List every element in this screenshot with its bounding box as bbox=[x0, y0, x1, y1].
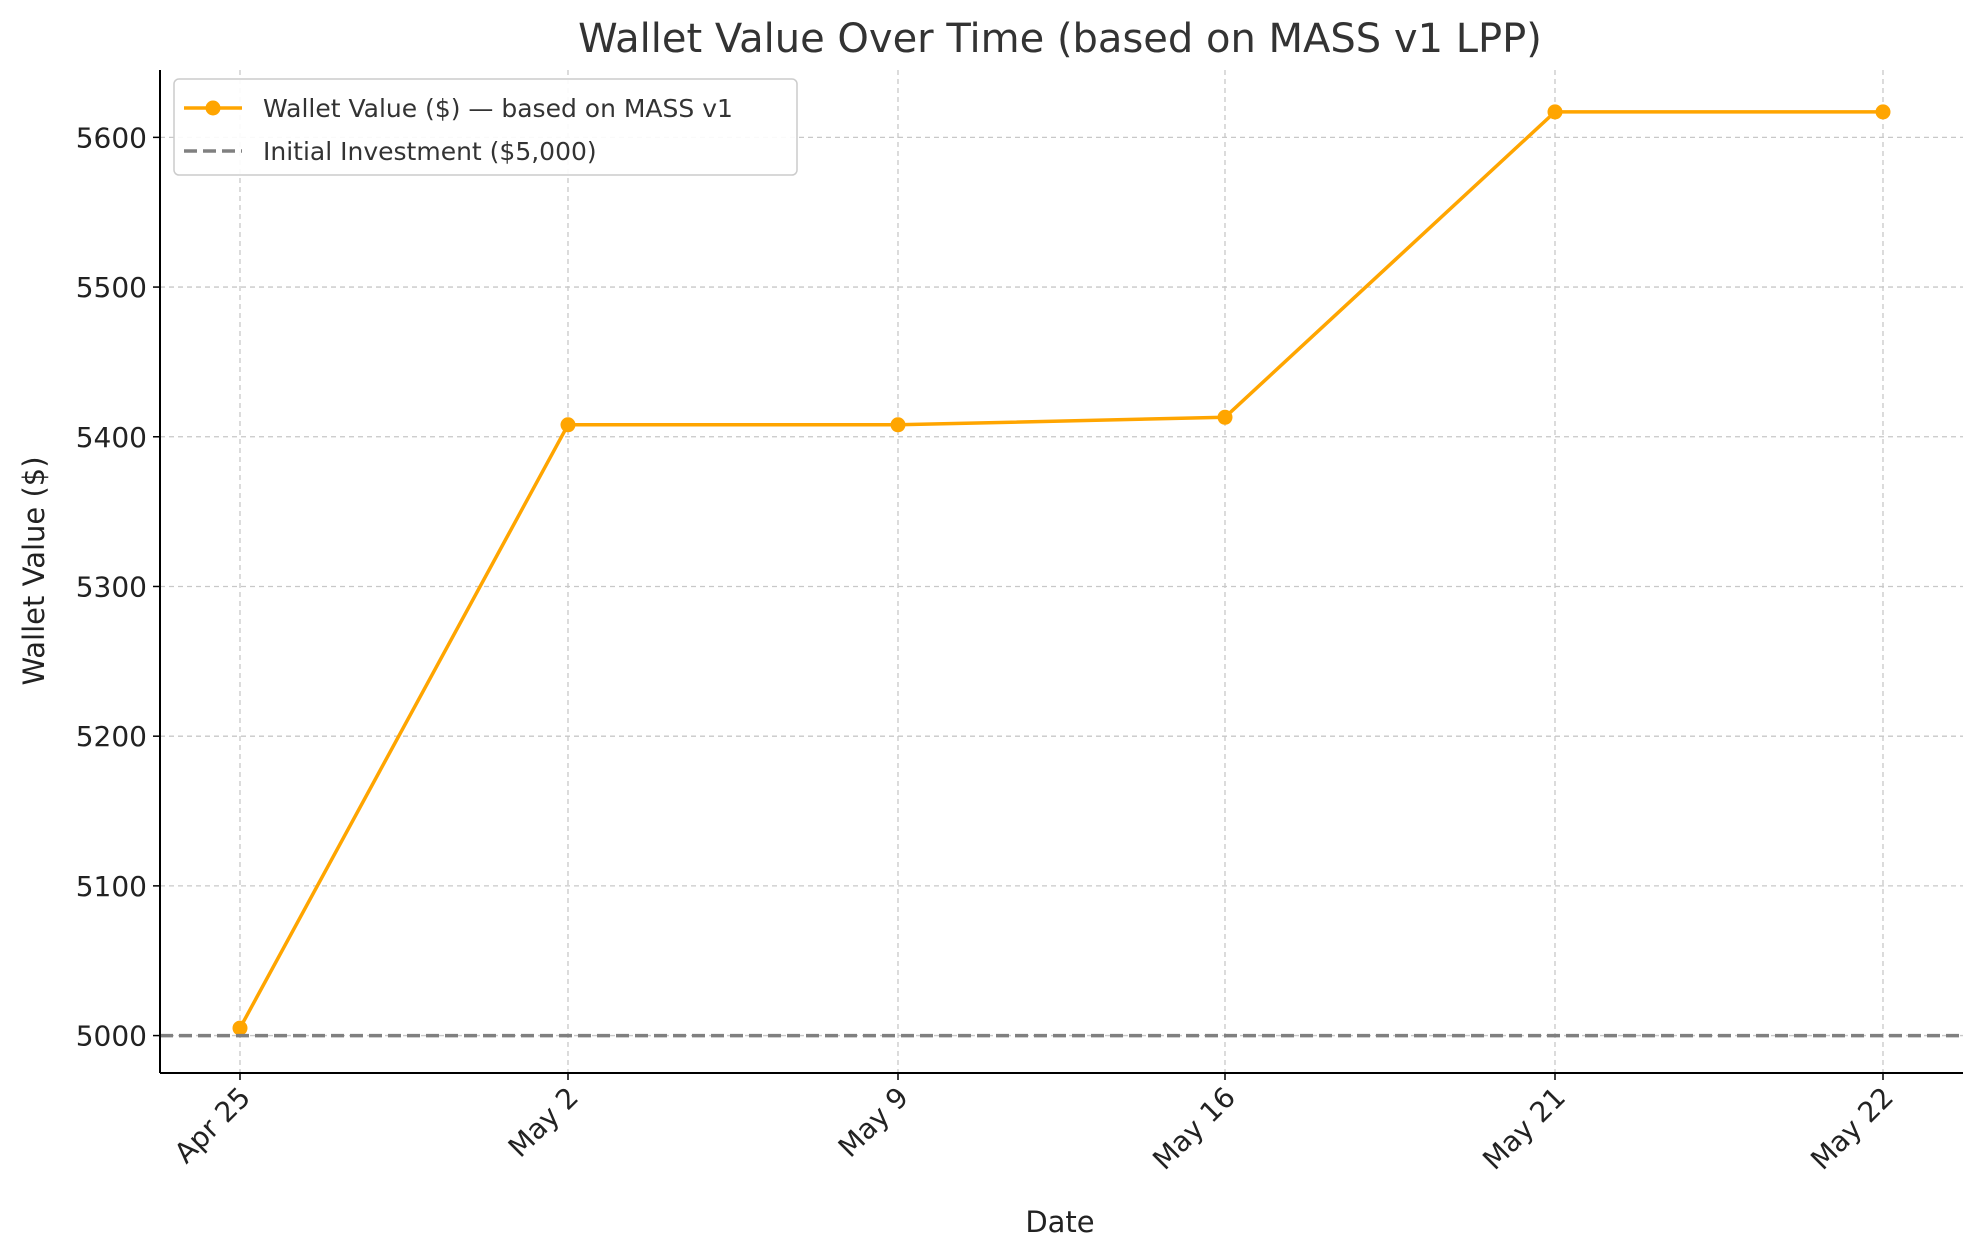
y-tick-label: 5300 bbox=[76, 570, 147, 603]
y-tick-label: 5500 bbox=[76, 271, 147, 304]
y-axis-label: Wallet Value ($) bbox=[17, 456, 51, 685]
y-tick-label: 5600 bbox=[76, 121, 147, 154]
axes bbox=[159, 70, 1963, 1074]
legend-label-wallet-value: Wallet Value ($) — based on MASS v1 bbox=[263, 94, 733, 123]
data-point-wallet-value bbox=[1875, 104, 1891, 120]
series-line-wallet-value bbox=[238, 110, 1883, 1029]
legend-marker-wallet-value bbox=[205, 100, 221, 116]
y-tick-label: 5400 bbox=[76, 421, 147, 454]
legend-label-initial-investment: Initial Investment ($5,000) bbox=[263, 137, 597, 166]
legend: Wallet Value ($) — based on MASS v1 Init… bbox=[173, 78, 798, 176]
chart-title: Wallet Value Over Time (based on MASS v1… bbox=[578, 16, 1542, 62]
y-tick-label: 5100 bbox=[76, 870, 147, 903]
x-axis-label: Date bbox=[1025, 1205, 1094, 1239]
data-point-wallet-value bbox=[1217, 409, 1233, 425]
y-tick-label: 5200 bbox=[76, 720, 147, 753]
data-point-wallet-value bbox=[1547, 104, 1563, 120]
y-tick-label: 5000 bbox=[76, 1020, 147, 1053]
legend-box bbox=[173, 78, 798, 176]
data-point-wallet-value bbox=[890, 417, 906, 433]
data-point-wallet-value bbox=[232, 1020, 248, 1036]
data-point-wallet-value bbox=[560, 417, 576, 433]
series-layer bbox=[160, 104, 1963, 1038]
